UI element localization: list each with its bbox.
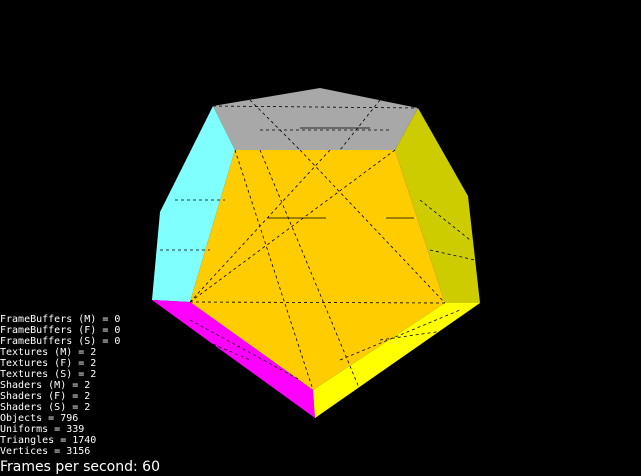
stat-line: Textures (F) = 2 bbox=[0, 358, 97, 369]
stats-overlay: FrameBuffers (M) = 0 FrameBuffers (F) = 0… bbox=[0, 314, 120, 457]
stat-line: FrameBuffers (F) = 0 bbox=[0, 325, 121, 336]
facet-lines bbox=[160, 99, 476, 391]
face-right bbox=[395, 108, 480, 303]
stat-line: FrameBuffers (M) = 0 bbox=[0, 314, 121, 325]
face-bottom-right bbox=[313, 303, 480, 418]
stat-line: Triangles = 1740 bbox=[0, 435, 97, 446]
stat-line: Vertices = 3156 bbox=[0, 446, 91, 457]
face-front bbox=[190, 150, 445, 390]
face-left bbox=[152, 106, 235, 302]
stat-line: Textures (M) = 2 bbox=[0, 347, 97, 358]
stat-line: Shaders (F) = 2 bbox=[0, 391, 91, 402]
stat-line: Shaders (S) = 2 bbox=[0, 402, 91, 413]
fps-counter: Frames per second: 60 bbox=[0, 459, 160, 475]
stat-line: Uniforms = 339 bbox=[0, 424, 85, 435]
face-top bbox=[213, 88, 418, 150]
stat-line: FrameBuffers (S) = 0 bbox=[0, 336, 121, 347]
stat-line: Objects = 796 bbox=[0, 413, 79, 424]
stat-line: Shaders (M) = 2 bbox=[0, 380, 91, 391]
stat-line: Textures (S) = 2 bbox=[0, 369, 97, 380]
face-bottom-left bbox=[152, 300, 315, 418]
